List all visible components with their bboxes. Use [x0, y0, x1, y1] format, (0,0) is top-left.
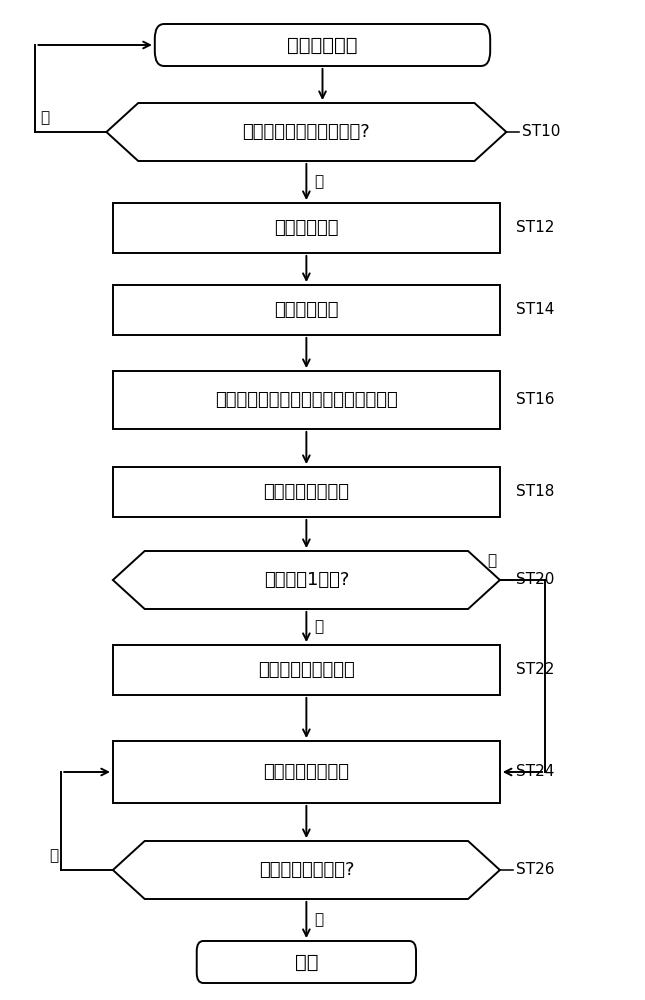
Text: ST26: ST26 — [516, 862, 555, 878]
Text: 显示通电不许可信息: 显示通电不许可信息 — [258, 661, 355, 679]
Text: ST14: ST14 — [516, 302, 554, 318]
Text: ST24: ST24 — [516, 764, 554, 780]
Text: 医疗支持处理: 医疗支持处理 — [287, 35, 358, 54]
Text: 获取形态确定信息: 获取形态确定信息 — [263, 483, 350, 501]
Text: 根据摄像图像来检测十二指肠内的形态: 根据摄像图像来检测十二指肠内的形态 — [215, 391, 398, 409]
Text: ST10: ST10 — [522, 124, 561, 139]
Text: ST16: ST16 — [516, 392, 555, 408]
Text: 获取摄像图像: 获取摄像图像 — [274, 219, 339, 237]
Text: 是: 是 — [314, 174, 323, 190]
Text: 是否为第1形态?: 是否为第1形态? — [264, 571, 349, 589]
Bar — [113, 467, 500, 517]
Polygon shape — [113, 841, 500, 899]
Bar — [113, 203, 500, 253]
Text: 是: 是 — [314, 619, 323, 635]
Text: 是: 是 — [314, 912, 323, 928]
FancyBboxPatch shape — [197, 941, 416, 983]
Text: 显示摄像图像: 显示摄像图像 — [274, 301, 339, 319]
Text: ST12: ST12 — [516, 221, 554, 235]
Text: ST18: ST18 — [516, 485, 554, 499]
Text: ST20: ST20 — [516, 572, 554, 587]
Polygon shape — [106, 103, 506, 161]
Text: 是否进行了一帧量的拍摄?: 是否进行了一帧量的拍摄? — [243, 123, 370, 141]
Bar — [113, 371, 500, 429]
Polygon shape — [113, 551, 500, 609]
Text: 否: 否 — [41, 110, 50, 125]
Bar — [113, 741, 500, 803]
Bar — [113, 285, 500, 335]
Text: 结束: 结束 — [295, 952, 318, 972]
Text: 否: 否 — [49, 848, 58, 863]
Text: 否: 否 — [488, 553, 497, 568]
Text: 是否满足结束条件?: 是否满足结束条件? — [259, 861, 354, 879]
Text: ST22: ST22 — [516, 662, 554, 678]
FancyBboxPatch shape — [155, 24, 490, 66]
Text: 显示通电许可信息: 显示通电许可信息 — [263, 763, 350, 781]
Bar — [113, 645, 500, 695]
